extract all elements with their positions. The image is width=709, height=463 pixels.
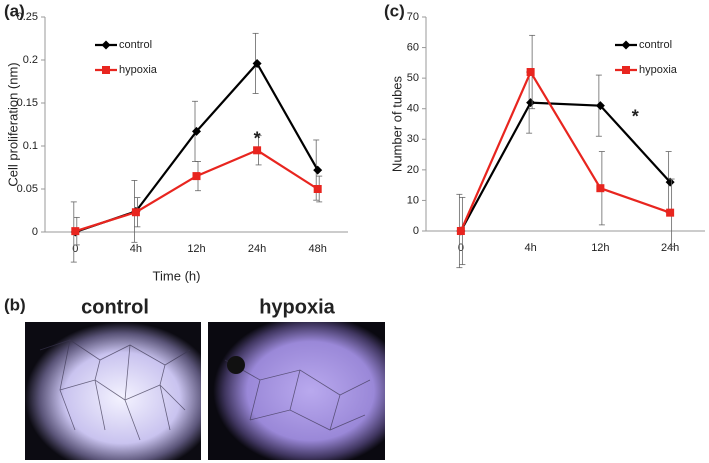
point xyxy=(192,126,201,136)
x-tick-label: 24h xyxy=(248,243,266,255)
legend-label: control xyxy=(639,39,672,51)
annotation: * xyxy=(254,129,261,149)
caption: control xyxy=(81,296,149,318)
legend-marker xyxy=(102,66,110,74)
panel-label: (b) xyxy=(4,295,26,314)
micrograph xyxy=(25,322,201,460)
legend-marker xyxy=(622,66,630,74)
point xyxy=(131,208,140,217)
panel-label: (c) xyxy=(384,1,405,20)
annotation: * xyxy=(632,107,639,127)
y-tick-label: 0.1 xyxy=(23,140,38,152)
point xyxy=(253,146,262,155)
x-tick-label: 24h xyxy=(661,242,679,254)
y-tick-label: 60 xyxy=(407,41,419,53)
micrograph xyxy=(208,322,385,460)
x-tick-label: 48h xyxy=(309,243,327,255)
point xyxy=(666,208,675,217)
y-tick-label: 0.15 xyxy=(17,97,38,109)
series-line xyxy=(74,61,319,234)
x-tick-label: 4h xyxy=(130,243,142,255)
series-line xyxy=(459,69,671,232)
x-tick-label: 12h xyxy=(187,243,205,255)
point xyxy=(526,68,535,77)
y-axis-label: Number of tubes xyxy=(389,75,404,172)
y-tick-label: 10 xyxy=(407,194,419,206)
x-axis-label: Time (h) xyxy=(153,268,201,283)
panel-label: (a) xyxy=(4,1,25,20)
y-tick-label: 30 xyxy=(407,133,419,145)
bubble xyxy=(227,356,245,374)
point xyxy=(313,185,322,193)
point xyxy=(71,227,80,236)
y-tick-label: 20 xyxy=(407,164,419,176)
vessel-pattern xyxy=(39,339,371,441)
y-tick-label: 70 xyxy=(407,11,419,23)
x-tick-label: 0 xyxy=(458,242,464,254)
legend-label: hypoxia xyxy=(639,64,678,76)
point xyxy=(313,165,323,175)
x-tick-label: 0 xyxy=(72,243,78,255)
y-tick-label: 0.2 xyxy=(23,54,38,66)
point xyxy=(595,101,605,111)
y-tick-label: 0 xyxy=(413,225,419,237)
y-tick-label: 40 xyxy=(407,103,419,115)
point xyxy=(252,58,262,68)
point xyxy=(526,98,536,108)
point xyxy=(192,172,201,181)
legend-marker xyxy=(621,40,631,50)
y-tick-label: 0.25 xyxy=(17,11,38,23)
series-line xyxy=(459,101,671,232)
y-tick-label: 0 xyxy=(32,226,38,238)
caption: hypoxia xyxy=(259,296,335,318)
point xyxy=(596,184,605,193)
legend-label: control xyxy=(119,39,152,51)
x-tick-label: 4h xyxy=(525,242,537,254)
y-tick-label: 50 xyxy=(407,72,419,84)
legend-label: hypoxia xyxy=(119,64,158,76)
y-tick-label: 0.05 xyxy=(17,183,38,195)
point xyxy=(665,177,675,187)
legend-marker xyxy=(101,40,111,50)
x-tick-label: 12h xyxy=(591,242,609,254)
point xyxy=(456,227,465,235)
y-axis-label: Cell proliferation (nm) xyxy=(5,62,20,186)
